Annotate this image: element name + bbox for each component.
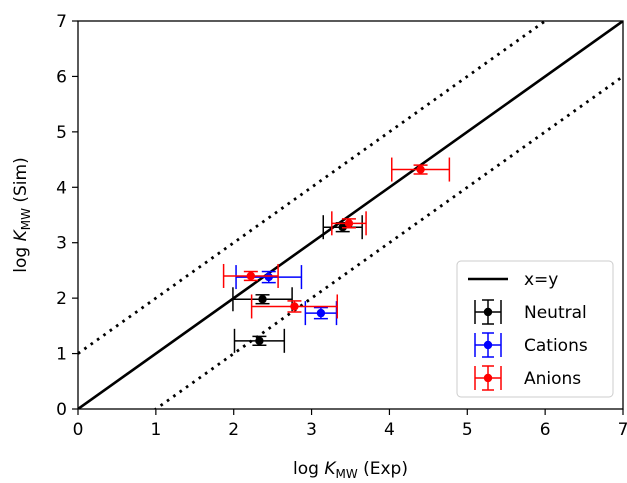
x-tick-label: 6: [540, 420, 551, 440]
y-tick-label: 5: [56, 123, 67, 143]
data-point: [258, 295, 267, 304]
y-tick-label: 6: [56, 67, 67, 87]
legend-label: Cations: [524, 336, 588, 356]
y-tick-label: 7: [56, 12, 67, 32]
legend-marker: [483, 373, 493, 383]
legend-box: [456, 260, 614, 398]
legend-label: Anions: [524, 369, 581, 389]
y-tick-label: 4: [56, 178, 67, 198]
data-point: [246, 271, 256, 281]
legend-marker: [483, 307, 493, 317]
reference-line-identity: [78, 21, 623, 409]
data-point: [290, 302, 299, 311]
data-point: [316, 308, 326, 318]
series-anions: [222, 157, 451, 319]
reference-line-offset-upper: [78, 21, 548, 355]
legend-label: Neutral: [524, 303, 587, 323]
x-tick-label: 2: [228, 420, 239, 440]
x-tick-label: 1: [150, 420, 161, 440]
legend-marker: [483, 340, 493, 350]
data-point: [264, 272, 273, 282]
y-axis-label: log KMW (Sim): [11, 157, 33, 272]
x-tick-label: 4: [384, 420, 395, 440]
legend-entry-anions: Anions: [474, 365, 581, 391]
y-tick-label: 2: [56, 289, 67, 309]
data-point: [416, 165, 425, 174]
error-bar: [222, 263, 279, 288]
legend-entry-neutral: Neutral: [474, 299, 587, 325]
y-tick-label: 1: [56, 345, 67, 365]
x-tick-label: 3: [306, 420, 317, 440]
plot-content: [78, 21, 623, 409]
legend-entry-x-y: x=y: [468, 270, 558, 290]
axes-frame: [77, 20, 624, 410]
x-tick-label: 7: [618, 420, 627, 440]
error-bar: [391, 157, 451, 182]
data-point: [344, 219, 354, 228]
y-tick-label: 3: [56, 234, 67, 254]
x-axis-label: log KMW (Exp): [293, 459, 408, 481]
reference-line-offset-lower: [153, 75, 623, 409]
x-tick-label: 5: [462, 420, 473, 440]
legend-entry-cations: Cations: [474, 332, 588, 358]
x-tick-label: 0: [73, 420, 84, 440]
data-point: [255, 336, 264, 346]
legend-label: x=y: [524, 270, 558, 290]
y-tick-label: 0: [56, 400, 67, 420]
plot-area: [78, 21, 623, 409]
legend: x=y Neutral Cations Anions: [456, 260, 614, 398]
axes: 0 1 2 3 4 5 6 7 0 1 2 3 4 5 6 7 log KMW (Exp) log KMW (Si…: [11, 12, 627, 481]
